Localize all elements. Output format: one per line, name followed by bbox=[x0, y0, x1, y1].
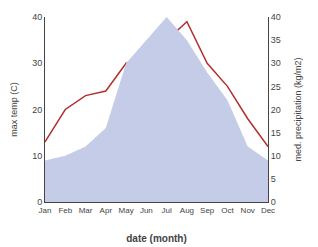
svg-text:10: 10 bbox=[32, 151, 42, 161]
svg-text:10: 10 bbox=[271, 151, 281, 161]
svg-text:40: 40 bbox=[32, 12, 42, 22]
svg-text:date (month): date (month) bbox=[126, 233, 187, 244]
svg-text:Mar: Mar bbox=[79, 206, 93, 215]
svg-text:20: 20 bbox=[271, 105, 281, 115]
svg-text:Dec: Dec bbox=[261, 206, 275, 215]
svg-text:Sep: Sep bbox=[200, 206, 215, 215]
svg-text:max temp (C): max temp (C) bbox=[9, 82, 19, 137]
svg-text:0: 0 bbox=[271, 197, 276, 207]
svg-text:30: 30 bbox=[271, 58, 281, 68]
svg-text:Jun: Jun bbox=[140, 206, 153, 215]
svg-text:40: 40 bbox=[271, 12, 281, 22]
svg-text:15: 15 bbox=[271, 128, 281, 138]
svg-text:Aug: Aug bbox=[180, 206, 194, 215]
svg-text:Nov: Nov bbox=[241, 206, 255, 215]
svg-text:25: 25 bbox=[271, 82, 281, 92]
svg-text:med. precipitation (kg/m2): med. precipitation (kg/m2) bbox=[293, 57, 303, 161]
svg-text:Jul: Jul bbox=[162, 206, 172, 215]
svg-text:30: 30 bbox=[32, 58, 42, 68]
svg-text:Oct: Oct bbox=[221, 206, 234, 215]
svg-text:Apr: Apr bbox=[100, 206, 113, 215]
svg-text:Jan: Jan bbox=[39, 206, 52, 215]
svg-text:35: 35 bbox=[271, 35, 281, 45]
svg-text:20: 20 bbox=[32, 105, 42, 115]
svg-text:Feb: Feb bbox=[58, 206, 72, 215]
svg-text:May: May bbox=[119, 206, 134, 215]
svg-text:0: 0 bbox=[37, 197, 42, 207]
svg-text:5: 5 bbox=[271, 174, 276, 184]
